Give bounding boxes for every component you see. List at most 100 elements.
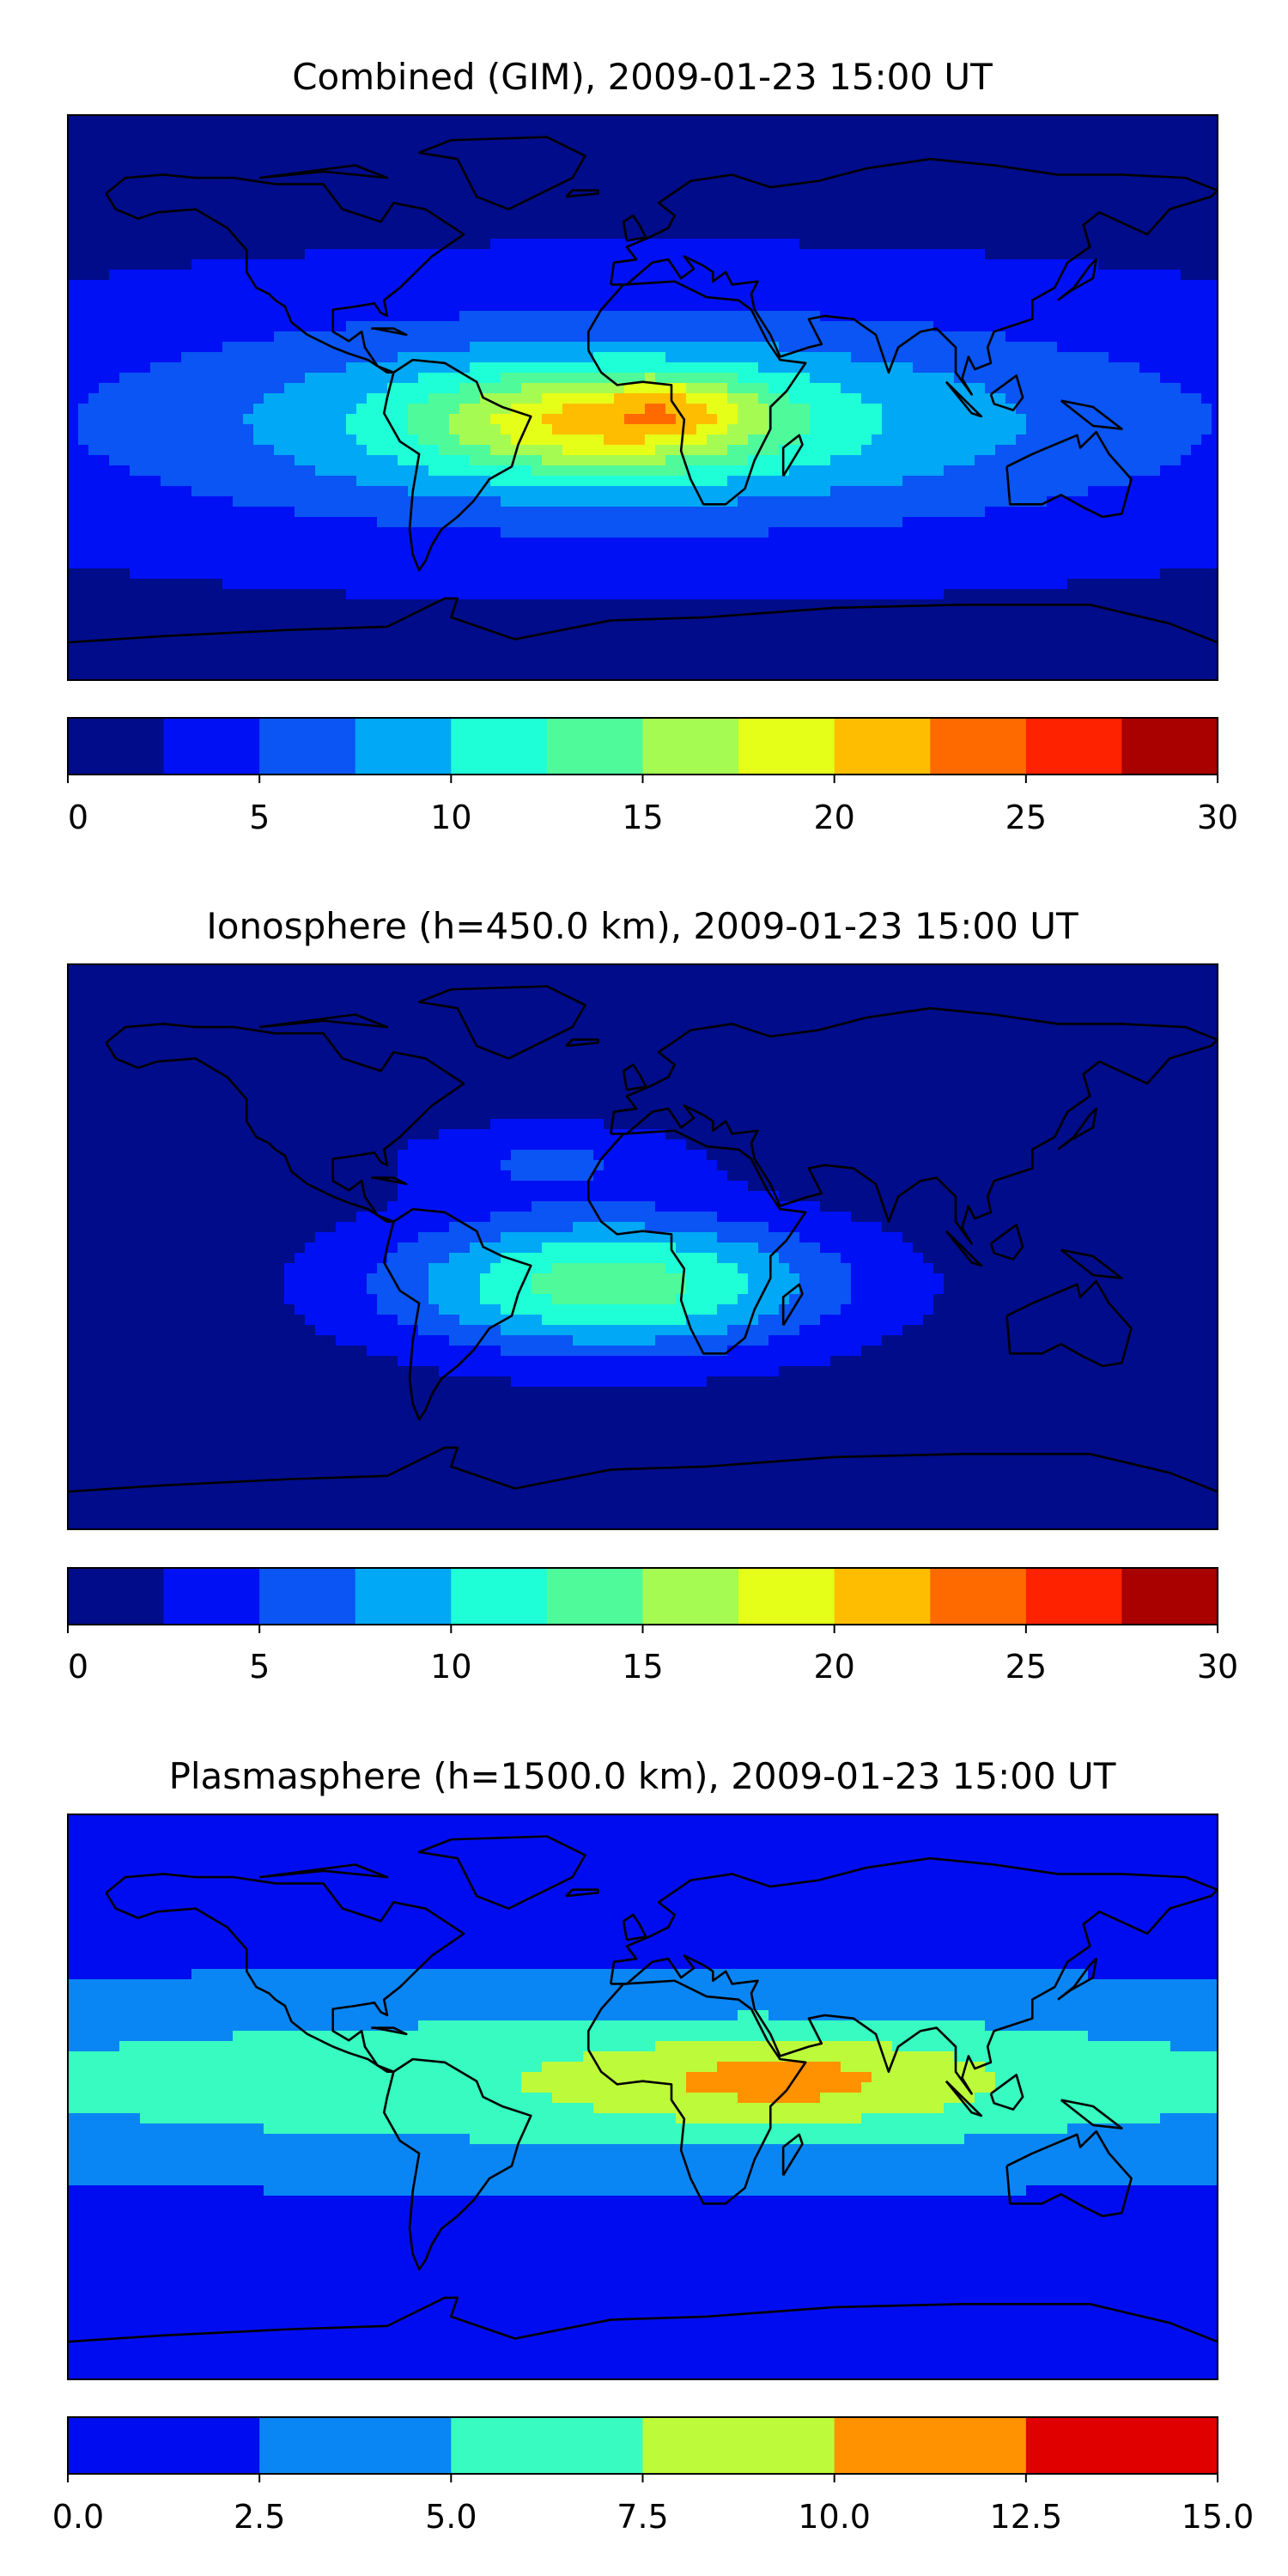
field-cell (274, 527, 285, 538)
field-cell (604, 424, 615, 435)
field-cell (542, 228, 553, 240)
field-cell (913, 404, 924, 415)
field-cell (1191, 167, 1202, 178)
field-cell (1150, 167, 1161, 178)
field-cell (367, 507, 378, 518)
field-cell (1016, 465, 1027, 477)
field-cell (284, 362, 295, 374)
field-cell (315, 434, 326, 446)
field-cell (428, 362, 440, 374)
field-cell (1026, 465, 1037, 477)
field-cell (130, 527, 141, 538)
field-cell (789, 301, 800, 312)
field-cell (686, 218, 697, 229)
field-cell (604, 187, 615, 198)
field-cell (336, 434, 347, 446)
field-cell (191, 383, 203, 394)
field-cell (1047, 146, 1058, 157)
field-cell (99, 156, 110, 167)
field-cell (99, 177, 110, 188)
field-cell (367, 342, 378, 353)
field-cell (789, 259, 800, 270)
field-cell (995, 167, 1006, 178)
field-cell (222, 249, 234, 260)
field-cell (645, 218, 656, 229)
field-cell (480, 301, 491, 312)
field-cell (367, 404, 378, 415)
field-cell (398, 507, 409, 518)
field-cell (1088, 476, 1099, 487)
field-cell (418, 197, 429, 209)
field-cell (264, 455, 275, 466)
field-cell (490, 156, 501, 167)
field-cell (398, 177, 409, 188)
field-cell (418, 517, 429, 528)
field-cell (696, 424, 708, 435)
field-cell (1160, 476, 1171, 487)
field-cell (150, 434, 161, 446)
field-cell (532, 125, 543, 137)
field-cell (1057, 177, 1068, 188)
field-cell (150, 249, 161, 260)
field-cell (150, 331, 161, 343)
field-cell (295, 280, 306, 291)
field-cell (913, 362, 924, 374)
field-cell (1212, 156, 1218, 167)
field-cell (191, 177, 203, 188)
field-cell (119, 239, 131, 250)
field-cell (161, 455, 172, 466)
field-cell (130, 239, 141, 250)
field-cell (212, 414, 223, 425)
field-cell (470, 208, 481, 219)
field-cell (1047, 465, 1058, 477)
field-cell (1047, 424, 1058, 435)
field-cell (264, 239, 275, 250)
field-cell (490, 321, 501, 332)
field-cell (336, 424, 347, 435)
field-cell (233, 568, 244, 580)
field-cell (325, 414, 337, 425)
field-cell (325, 280, 337, 291)
field-cell (181, 156, 192, 167)
field-cell (130, 156, 141, 167)
field-cell (779, 424, 790, 435)
field-cell (212, 208, 223, 219)
field-cell (1036, 331, 1048, 343)
field-cell (418, 167, 429, 178)
field-cell (1201, 311, 1212, 322)
field-cell (789, 228, 800, 240)
field-cell (1150, 476, 1161, 487)
field-cell (511, 321, 522, 332)
field-cell (109, 146, 120, 157)
field-cell (449, 568, 460, 580)
field-cell (1005, 301, 1017, 312)
field-cell (944, 373, 955, 384)
field-cell (284, 558, 295, 569)
field-cell (161, 414, 172, 425)
field-cell (902, 239, 914, 250)
field-cell (470, 146, 481, 157)
field-cell (1036, 280, 1048, 291)
field-cell (913, 218, 924, 229)
field-cell (727, 517, 738, 528)
field-cell (222, 455, 234, 466)
field-cell (1109, 538, 1120, 549)
field-cell (511, 527, 522, 538)
field-cell (769, 538, 780, 549)
field-cell (490, 538, 501, 549)
field-cell (1119, 136, 1130, 147)
field-cell (1119, 301, 1130, 312)
field-cell (552, 362, 563, 374)
field-cell (161, 445, 172, 456)
field-cell (738, 445, 749, 456)
field-cell (181, 177, 192, 188)
field-cell (99, 414, 110, 425)
field-cell (1181, 228, 1192, 240)
field-cell (841, 115, 852, 126)
field-cell (336, 465, 347, 477)
field-cell (624, 362, 635, 374)
field-cell (902, 342, 914, 353)
field-cell (222, 156, 234, 167)
field-cell (552, 290, 563, 301)
field-cell (428, 187, 440, 198)
